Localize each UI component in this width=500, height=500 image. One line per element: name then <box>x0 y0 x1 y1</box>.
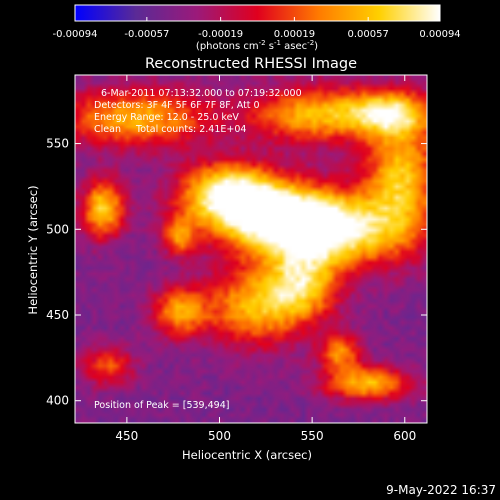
render-timestamp: 9-May-2022 16:37 <box>386 483 496 497</box>
plot-frame <box>74 74 428 424</box>
colorbar-tick-label: 0.00057 <box>347 29 388 40</box>
colorbar-tick-label: -0.00057 <box>124 29 169 40</box>
axis-ticks: 450 500 550 600 400 450 500 550 <box>46 75 427 443</box>
y-tick-label: 450 <box>46 308 69 322</box>
colorbar-tick-label: -0.00019 <box>198 29 243 40</box>
y-axis-label: Heliocentric Y (arcsec) <box>26 185 40 314</box>
x-tick-label: 500 <box>208 429 231 443</box>
info-total-counts: Clean Total counts: 2.41E+04 <box>94 124 246 135</box>
y-tick-label: 550 <box>46 137 69 151</box>
x-tick-label: 600 <box>393 429 416 443</box>
heatmap-image <box>75 75 427 423</box>
y-tick-label: 500 <box>46 222 69 236</box>
peak-contour <box>265 208 301 244</box>
colorbar-units: (photons cm-2 s-1 asec-2) <box>196 39 318 52</box>
info-energy-range: Energy Range: 12.0 - 25.0 keV <box>94 112 239 123</box>
x-tick-label: 450 <box>115 429 138 443</box>
y-tick-label: 400 <box>46 394 69 408</box>
peak-position-label: Position of Peak = [539,494] <box>94 400 229 411</box>
colorbar-tick-label: 0.00019 <box>274 29 315 40</box>
colorbar <box>74 4 441 22</box>
observation-info: 6-Mar-2011 07:13:32.000 to 07:19:32.000 … <box>94 88 302 135</box>
colorbar-tick-label: -0.00094 <box>53 29 98 40</box>
info-detectors: Detectors: 3F 4F 5F 6F 7F 8F, Att 0 <box>94 100 260 111</box>
info-time-range: 6-Mar-2011 07:13:32.000 to 07:19:32.000 <box>101 88 302 99</box>
colorbar-ticks: -0.00094 -0.00057 -0.00019 0.00019 0.00057 0.… <box>53 17 461 40</box>
x-tick-label: 550 <box>301 429 324 443</box>
x-axis-label: Heliocentric X (arcsec) <box>182 448 312 462</box>
colorbar-tick-label: 0.00094 <box>419 29 460 40</box>
chart-title: Reconstructed RHESSI Image <box>145 56 357 72</box>
